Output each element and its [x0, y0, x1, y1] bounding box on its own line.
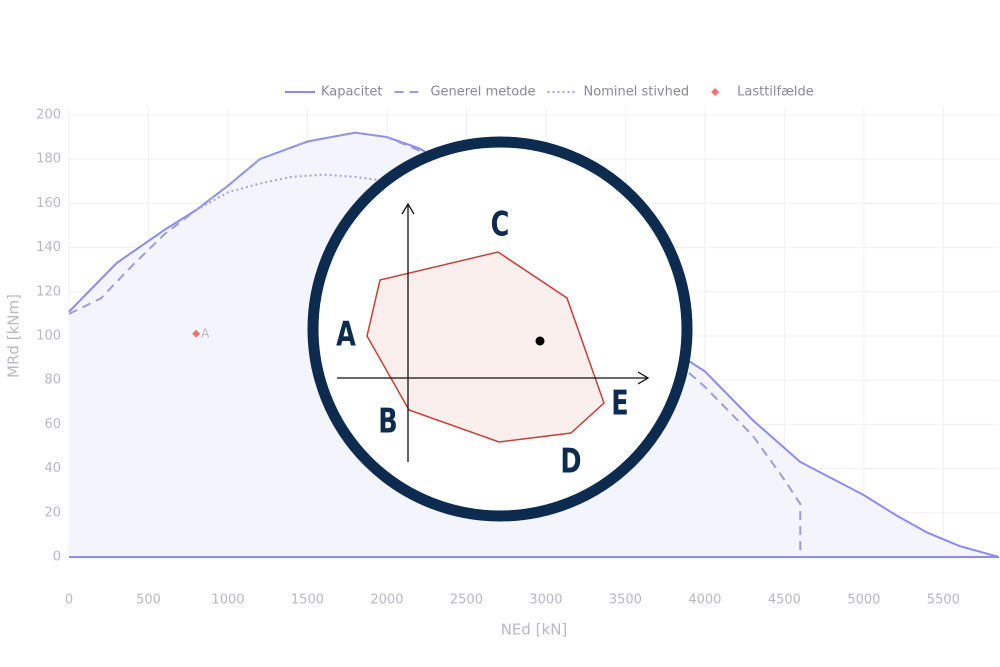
- point-label: A: [201, 326, 210, 340]
- legend-label: Kapacitet: [321, 85, 382, 100]
- x-tick-label: 5500: [927, 593, 960, 608]
- y-axis-title: MRd [kNm]: [5, 294, 23, 378]
- x-tick-label: 3500: [609, 593, 642, 608]
- inset-label: B: [378, 402, 397, 442]
- y-tick-label: 40: [44, 461, 61, 476]
- legend-label: Nominel stivhed: [584, 85, 690, 100]
- x-tick-label: 4500: [768, 593, 801, 608]
- y-tick-label: 140: [36, 240, 61, 255]
- inset-arrow: [401, 202, 415, 215]
- x-tick-label: 1000: [211, 593, 244, 608]
- y-tick-label: 60: [44, 417, 61, 432]
- x-tick-label: 500: [136, 593, 161, 608]
- x-tick-label: 0: [65, 593, 73, 608]
- inset-label: A: [336, 315, 356, 355]
- interaction-polygon: [366, 251, 605, 443]
- inset-arrow: [637, 371, 650, 385]
- y-tick-label: 180: [36, 152, 61, 167]
- legend-label: Lasttilfælde: [737, 85, 814, 100]
- legend-label: Generel metode: [430, 85, 535, 100]
- x-tick-label: 2500: [450, 593, 483, 608]
- y-tick-label: 20: [44, 505, 61, 520]
- y-tick-label: 0: [53, 550, 61, 565]
- x-tick-label: 3000: [529, 593, 562, 608]
- y-tick-label: 120: [36, 284, 61, 299]
- series-line: [195, 173, 435, 211]
- inset-label: C: [491, 205, 510, 245]
- inset-diagram: A B C D E: [307, 136, 693, 522]
- x-axis-title: NEd [kN]: [501, 621, 568, 639]
- series-line: [68, 131, 802, 557]
- x-tick-label: 1500: [291, 593, 324, 608]
- y-tick-label: 200: [36, 108, 61, 123]
- x-tick-label: 2000: [370, 593, 403, 608]
- x-tick-label: 5000: [847, 593, 880, 608]
- y-tick-label: 160: [36, 196, 61, 211]
- y-tick-label: 100: [36, 329, 61, 344]
- inset-label: E: [611, 384, 628, 424]
- data-point: [192, 329, 201, 338]
- load-point: [535, 336, 545, 346]
- y-tick-label: 80: [44, 373, 61, 388]
- legend-marker: [711, 88, 720, 96]
- x-tick-label: 4000: [688, 593, 721, 608]
- inset-label: D: [560, 442, 581, 482]
